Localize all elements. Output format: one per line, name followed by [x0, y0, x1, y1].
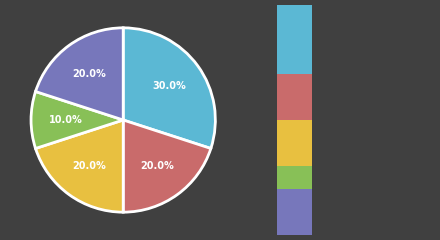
- Text: 20.0%: 20.0%: [73, 161, 106, 171]
- Text: 10.0%: 10.0%: [49, 115, 83, 125]
- Text: 30.0%: 30.0%: [153, 81, 186, 91]
- Bar: [277, 189, 312, 235]
- Bar: [277, 120, 312, 166]
- Bar: [277, 166, 312, 189]
- Wedge shape: [31, 91, 123, 149]
- Bar: [277, 74, 312, 120]
- Text: 20.0%: 20.0%: [73, 69, 106, 79]
- Bar: [277, 5, 312, 74]
- Wedge shape: [36, 28, 123, 120]
- Text: 20.0%: 20.0%: [140, 161, 174, 171]
- Wedge shape: [123, 120, 211, 212]
- Wedge shape: [123, 28, 215, 149]
- Wedge shape: [36, 120, 123, 212]
